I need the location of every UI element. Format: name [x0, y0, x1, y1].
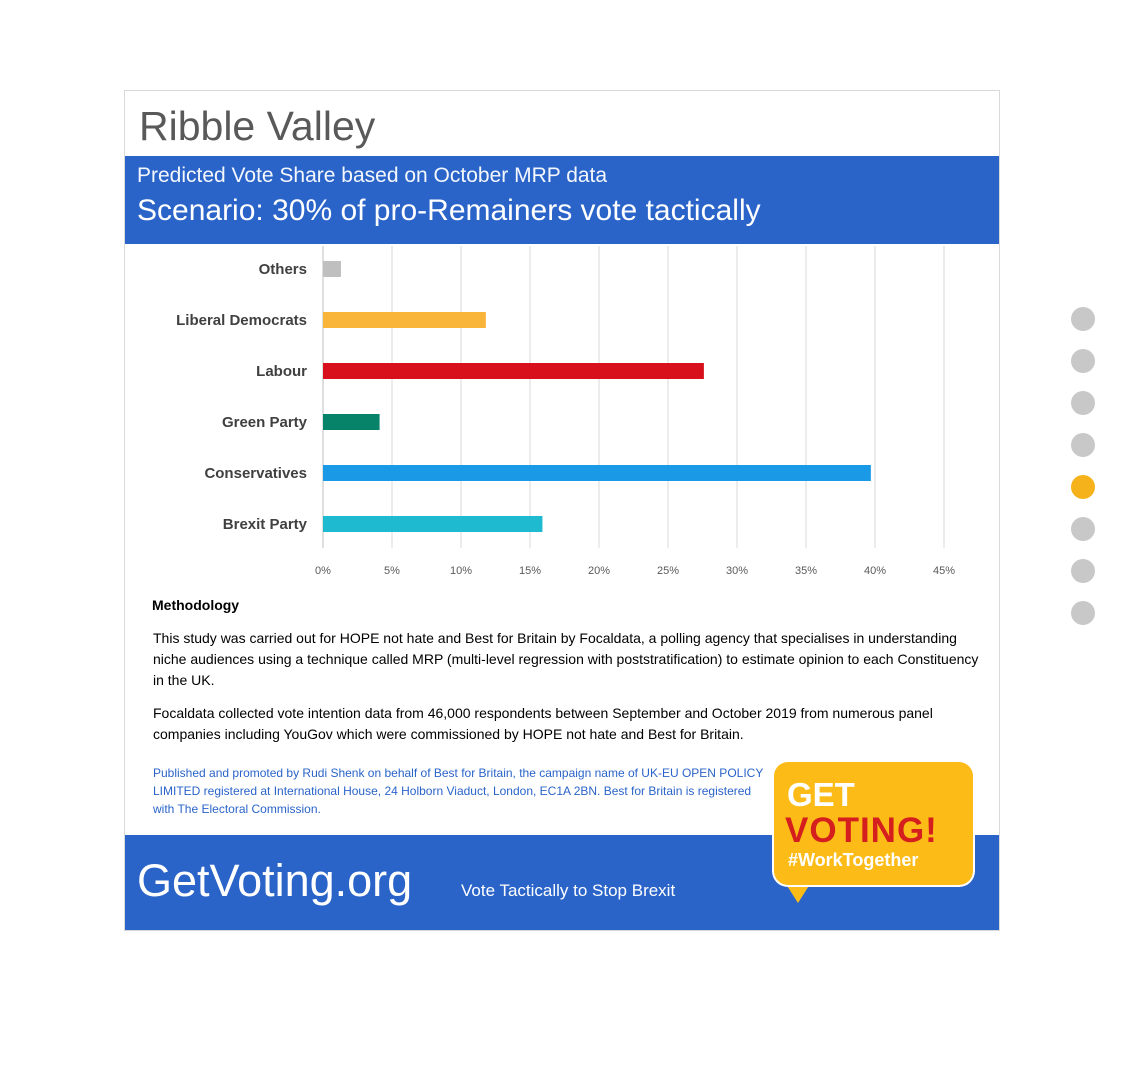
- category-label: Labour: [256, 363, 307, 380]
- badge-line-voting: VOTING!: [785, 811, 938, 850]
- x-tick-label: 35%: [795, 565, 817, 577]
- x-tick-label: 15%: [519, 565, 541, 577]
- carousel-dot[interactable]: [1071, 349, 1095, 373]
- footer-site-name: GetVoting.org: [137, 855, 413, 906]
- vote-share-bar-chart: Others Liberal Democrats Labour Green Party…: [176, 246, 955, 577]
- methodology-paragraph-1: This study was carried out for HOPE not …: [153, 630, 979, 688]
- bar: [323, 312, 486, 328]
- category-label: Others: [259, 261, 307, 278]
- header-band: Predicted Vote Share based on October MR…: [125, 156, 999, 244]
- x-tick-label: 0%: [315, 565, 331, 577]
- x-tick-label: 40%: [864, 565, 886, 577]
- legal-imprint: Published and promoted by Rudi Shenk on …: [153, 766, 764, 816]
- category-label: Liberal Democrats: [176, 312, 307, 329]
- x-tick-label: 20%: [588, 565, 610, 577]
- get-voting-badge: GET VOTING! #WorkTogether: [774, 762, 973, 885]
- x-tick-label: 5%: [384, 565, 400, 577]
- bar: [323, 414, 380, 430]
- bar: [323, 363, 704, 379]
- x-tick-label: 45%: [933, 565, 955, 577]
- category-label: Conservatives: [204, 465, 307, 482]
- carousel-dot-active[interactable]: [1071, 475, 1095, 499]
- scenario-title: Scenario: 30% of pro-Remainers vote tact…: [137, 194, 761, 227]
- x-tick-label: 25%: [657, 565, 679, 577]
- carousel-dot[interactable]: [1071, 517, 1095, 541]
- bar: [323, 516, 543, 532]
- carousel-pagination: [1071, 307, 1095, 643]
- methodology-heading: Methodology: [152, 597, 240, 613]
- badge-hashtag: #WorkTogether: [788, 850, 919, 870]
- footer-tagline: Vote Tactically to Stop Brexit: [461, 881, 676, 900]
- carousel-dot[interactable]: [1071, 433, 1095, 457]
- carousel-dot[interactable]: [1071, 601, 1095, 625]
- category-label: Brexit Party: [223, 516, 308, 533]
- carousel-dot[interactable]: [1071, 559, 1095, 583]
- badge-line-get: GET: [787, 776, 855, 813]
- carousel-dot[interactable]: [1071, 307, 1095, 331]
- chart-subtitle: Predicted Vote Share based on October MR…: [137, 164, 608, 187]
- category-label: Green Party: [222, 414, 308, 431]
- infographic-card: Ribble Valley Predicted Vote Share based…: [125, 91, 999, 930]
- methodology-paragraph-2: Focaldata collected vote intention data …: [153, 705, 933, 742]
- carousel-dot[interactable]: [1071, 391, 1095, 415]
- x-tick-label: 10%: [450, 565, 472, 577]
- x-tick-label: 30%: [726, 565, 748, 577]
- page-title: Ribble Valley: [139, 103, 376, 149]
- bar: [323, 465, 871, 481]
- speech-bubble-tail: [784, 881, 812, 903]
- bar: [323, 261, 341, 277]
